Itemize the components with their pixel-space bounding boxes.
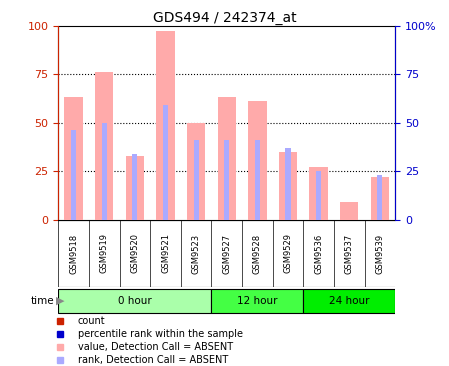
Bar bbox=[286, 148, 291, 220]
Text: count: count bbox=[78, 316, 106, 326]
Bar bbox=[224, 140, 229, 220]
Text: 24 hour: 24 hour bbox=[329, 296, 370, 306]
Text: GSM9537: GSM9537 bbox=[345, 234, 354, 273]
Text: GSM9539: GSM9539 bbox=[375, 234, 384, 273]
Bar bbox=[126, 156, 144, 220]
Text: 0 hour: 0 hour bbox=[118, 296, 152, 306]
Bar bbox=[255, 140, 260, 220]
Bar bbox=[309, 167, 328, 220]
Text: value, Detection Call = ABSENT: value, Detection Call = ABSENT bbox=[78, 342, 233, 352]
Text: ▶: ▶ bbox=[56, 296, 65, 306]
Bar bbox=[218, 97, 236, 220]
Bar bbox=[194, 140, 199, 220]
Bar bbox=[58, 26, 395, 220]
Text: GSM9520: GSM9520 bbox=[130, 234, 139, 273]
Text: percentile rank within the sample: percentile rank within the sample bbox=[78, 329, 243, 339]
Bar bbox=[316, 171, 321, 220]
Bar bbox=[377, 175, 383, 220]
Bar bbox=[95, 72, 114, 220]
Bar bbox=[132, 154, 137, 220]
Text: rank, Detection Call = ABSENT: rank, Detection Call = ABSENT bbox=[78, 355, 228, 365]
Text: GSM9518: GSM9518 bbox=[69, 234, 78, 273]
Bar bbox=[303, 289, 395, 313]
Bar bbox=[187, 123, 205, 220]
Text: 12 hour: 12 hour bbox=[237, 296, 277, 306]
Text: time: time bbox=[30, 296, 54, 306]
Bar bbox=[340, 202, 358, 220]
Bar bbox=[163, 105, 168, 220]
Bar bbox=[102, 123, 107, 220]
Text: GSM9519: GSM9519 bbox=[100, 234, 109, 273]
Bar bbox=[248, 101, 267, 220]
Bar bbox=[71, 130, 76, 220]
Bar bbox=[65, 97, 83, 220]
Bar bbox=[58, 289, 211, 313]
Text: GDS494 / 242374_at: GDS494 / 242374_at bbox=[153, 11, 296, 25]
Text: GSM9523: GSM9523 bbox=[192, 234, 201, 273]
Text: GSM9536: GSM9536 bbox=[314, 234, 323, 273]
Bar bbox=[370, 177, 389, 220]
Text: GSM9521: GSM9521 bbox=[161, 234, 170, 273]
Text: GSM9529: GSM9529 bbox=[283, 234, 292, 273]
Text: GSM9528: GSM9528 bbox=[253, 234, 262, 273]
Bar bbox=[211, 289, 303, 313]
Bar bbox=[156, 31, 175, 220]
Bar bbox=[279, 152, 297, 220]
Text: GSM9527: GSM9527 bbox=[222, 234, 231, 273]
